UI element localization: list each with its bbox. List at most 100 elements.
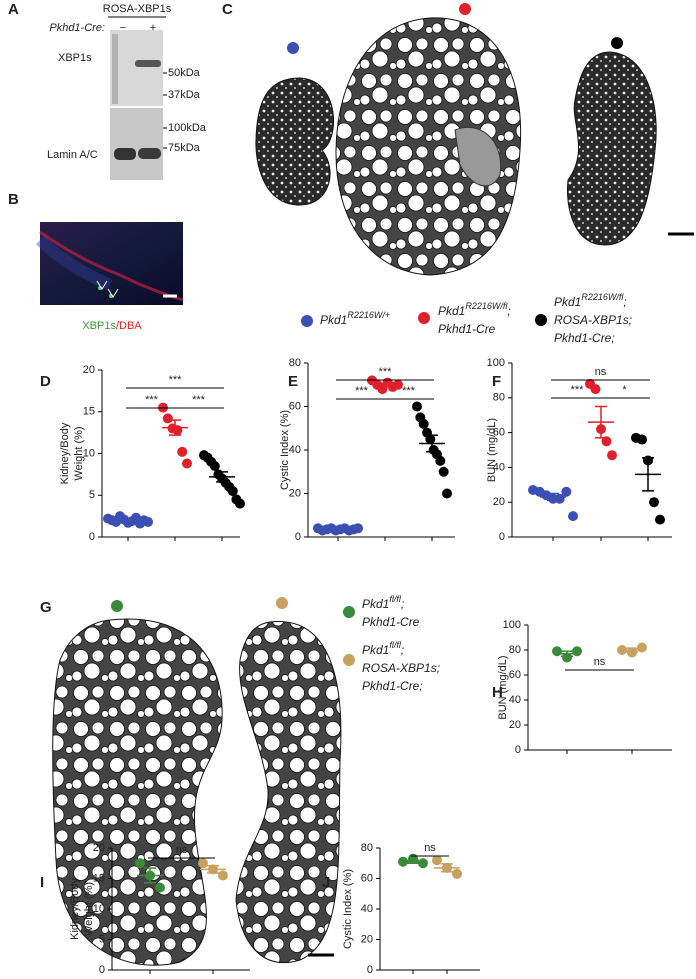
y-axis-label: Cystic Index (%)	[279, 410, 291, 490]
y-axis-label: BUN (mg/dL)	[486, 418, 498, 482]
legend-sup: fl/fl	[389, 594, 402, 604]
significance-label: *	[622, 384, 627, 396]
y-tick-label: 15	[93, 872, 105, 884]
data-point	[452, 868, 462, 879]
panel-label: I	[40, 874, 44, 891]
legend-tail: ;	[507, 304, 510, 318]
y-tick-label: 20	[83, 364, 95, 376]
arrowhead	[96, 280, 119, 298]
data-point	[637, 642, 647, 653]
blot-header: ROSA-XBP1s	[103, 3, 172, 15]
legend-text: Pkd1R2216W/fl;	[438, 301, 511, 318]
significance-label: ns	[424, 842, 436, 854]
legend-dot	[418, 312, 430, 324]
data-point	[418, 418, 429, 429]
y-tick-label: 0	[89, 531, 95, 543]
genotype-dot	[611, 37, 623, 49]
legend-text: ROSA-XBP1s;	[362, 661, 440, 675]
legend-text: Pkd1R2216W/fl;	[554, 292, 627, 309]
kidney	[235, 621, 342, 963]
y-tick-label: 80	[509, 644, 521, 656]
legend-text: Pkhd1-Cre;	[362, 679, 423, 693]
data-point	[432, 855, 442, 866]
kidney-images-c: C	[222, 1, 694, 276]
data-point	[218, 870, 228, 881]
y-tick-label: 40	[509, 694, 521, 706]
blot-name: Lamin A/C	[47, 149, 98, 161]
legend-tail: ;	[623, 295, 626, 309]
significance-label: ***	[169, 374, 183, 386]
y-tick-label: 60	[361, 872, 373, 884]
legend-text: Pkd1fl/fl;	[362, 640, 404, 657]
data-point	[155, 882, 165, 893]
data-point	[143, 516, 153, 527]
genotype-dot	[276, 597, 288, 609]
nuclear-stain	[35, 235, 113, 291]
data-point	[198, 858, 208, 869]
y-axis-label: Weight (%)	[73, 426, 85, 480]
y-tick-label: 10	[83, 447, 95, 459]
kidney	[255, 77, 334, 206]
y-axis-label: Cystic Index (%)	[342, 869, 354, 949]
data-point	[568, 511, 578, 522]
data-point	[442, 488, 452, 499]
data-point	[182, 458, 192, 469]
data-point	[172, 425, 183, 436]
y-axis-label: Weight (%)	[83, 882, 95, 936]
legend-dot	[343, 654, 355, 666]
data-point	[637, 434, 647, 445]
y-tick-label: 15	[83, 406, 95, 418]
data-point	[607, 450, 617, 461]
genotype-dot	[111, 600, 123, 612]
blot-name: XBP1s	[58, 52, 92, 64]
legend-text: Pkd1fl/fl;	[362, 594, 404, 611]
significance-label: ***	[379, 366, 393, 378]
data-point	[209, 461, 220, 472]
panel-label: G	[40, 599, 52, 616]
legend-sup: R2216W/+	[347, 310, 390, 320]
y-tick-label: 80	[493, 392, 505, 404]
y-tick-label: 20	[509, 719, 521, 731]
data-point	[552, 646, 562, 657]
significance-label: ***	[571, 384, 585, 396]
data-point	[177, 446, 188, 457]
marker-label: 75kDa	[168, 142, 201, 154]
data-point	[590, 384, 601, 395]
legend-dot	[535, 314, 547, 326]
row-label: Pkhd1-Cre:	[49, 22, 105, 34]
data-point	[655, 514, 665, 525]
panel-label: C	[222, 1, 233, 18]
significance-label: ***	[145, 394, 159, 406]
data-point	[412, 401, 422, 412]
data-point	[162, 413, 173, 424]
y-tick-label: 20	[289, 487, 301, 499]
blot-band	[135, 60, 161, 67]
data-point	[601, 436, 612, 447]
kidney-hilum	[454, 126, 502, 187]
dba-stain	[39, 230, 184, 302]
y-tick-label: 0	[367, 964, 373, 976]
lane-label: +	[150, 22, 156, 34]
marker-label: 100kDa	[168, 122, 207, 134]
y-tick-label: 20	[493, 496, 505, 508]
panel-label: J	[322, 874, 330, 891]
data-point	[554, 493, 565, 504]
legend-sup: fl/fl	[389, 640, 402, 650]
significance-label: ns	[595, 366, 607, 378]
legend-text: Pkhd1-Cre;	[554, 331, 615, 345]
blot-band	[138, 148, 161, 159]
y-axis-label: Kidney/Body	[59, 422, 71, 484]
data-point	[435, 455, 446, 466]
caption-part: /DBA	[116, 320, 142, 332]
legend-dot	[301, 315, 313, 327]
western-blot: A ROSA-XBP1s Pkhd1-Cre: − + XBP1s 50kDa …	[8, 1, 207, 180]
caption-part: XBP1s	[82, 320, 116, 332]
legend-tail: ;	[401, 643, 404, 657]
legend-text: ROSA-XBP1s;	[554, 313, 632, 327]
kidney	[335, 17, 522, 276]
data-point	[572, 646, 582, 657]
legend-tail: ;	[401, 597, 404, 611]
blot-membrane	[110, 30, 163, 106]
y-tick-label: 40	[289, 444, 301, 456]
